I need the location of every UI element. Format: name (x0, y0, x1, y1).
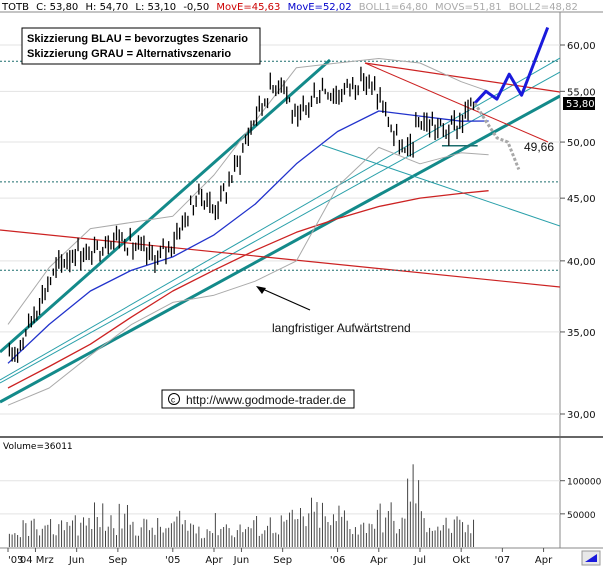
channel-lower-line (0, 94, 560, 404)
ticker-label: TOTB (1, 2, 29, 13)
time-tick-label: Apr (535, 555, 553, 566)
trend-channel-lines (0, 57, 560, 404)
level-label: 49,66 (524, 140, 554, 154)
low-label: L: 53,10 (135, 2, 176, 13)
price-tick-label: 50,00 (567, 138, 596, 149)
time-tick-label: '06 (330, 555, 345, 566)
volume-grid (0, 480, 560, 515)
source-link[interactable]: http://www.godmode-trader.de (186, 393, 346, 407)
long-red-trendline (0, 229, 560, 288)
price-bars (8, 66, 475, 363)
time-tick-label: Sep (108, 555, 127, 566)
steep-red-line (364, 62, 549, 143)
time-axis-ticks: '03'04 Mrz Jun Sep '05 Apr Jun Sep '06 Apr Jul Okt… (7, 548, 553, 566)
last-price-value: 53,80 (566, 99, 595, 110)
indicator-line (7, 190, 489, 389)
time-tick-label: '03 (8, 555, 23, 566)
price-tick-label: 35,00 (567, 328, 596, 339)
copyright-icon (168, 393, 180, 405)
close-label: C: 53,80 (36, 2, 78, 13)
scenario-legend-box: Skizzierung BLAU = bevorzugtes Szenario … (21, 27, 261, 65)
chart-header: TOTB C: 53,80 H: 54,70 L: 53,10 -0,50 Mo… (1, 2, 578, 13)
time-tick-label: '07 (495, 555, 510, 566)
change-label: -0,50 (183, 2, 209, 13)
last-price-tag: 53,80 (563, 97, 595, 110)
time-tick-label: Apr (370, 555, 388, 566)
price-tick-label: 30,00 (567, 410, 596, 421)
scroll-right-button[interactable] (581, 550, 601, 566)
channel-upper-line (0, 58, 331, 354)
time-tick-label: '04 Mrz (17, 555, 54, 566)
price-tick-label: 45,00 (567, 194, 596, 205)
volume-tick-label: 50000 (567, 511, 596, 521)
volume-title: Volume=36011 (3, 442, 73, 452)
trend-arrow-shaft (257, 286, 311, 311)
trend-annotation: langfristiger Aufwärtstrend (272, 321, 411, 335)
time-tick-label: Sep (273, 555, 292, 566)
ma2-label: MovE=52,02 (288, 2, 352, 13)
thin-trendline-upper (0, 57, 560, 381)
indicator-line (7, 110, 489, 364)
high-label: H: 54,70 (86, 2, 129, 13)
upper-red-resistance (364, 62, 560, 93)
time-tick-label: Jul (413, 555, 426, 566)
price-tick-label: 60,00 (567, 41, 596, 52)
price-tick-label: 40,00 (567, 257, 596, 268)
time-tick-label: Jun (233, 555, 250, 566)
indicator-line (7, 146, 489, 406)
time-tick-label: Jun (68, 555, 85, 566)
volume-tick-label: 100000 (567, 478, 602, 488)
indicator-line (7, 58, 489, 325)
volume-bars (8, 464, 475, 547)
descending-cyan-line (321, 144, 560, 227)
legend-line-blue: Skizzierung BLAU = bevorzugtes Szenario (27, 33, 248, 45)
boll1-label: BOLL1=64,80 (359, 2, 428, 13)
thin-trendline-lower (0, 71, 560, 384)
trend-arrow-head (256, 286, 266, 294)
legend-line-grey: Skizzierung GRAU = Alternativszenario (27, 48, 231, 60)
svg-text:c: c (171, 396, 175, 405)
time-tick-label: '05 (165, 555, 180, 566)
time-tick-label: Okt (452, 555, 470, 566)
grey-scenario-path (473, 102, 521, 170)
source-box[interactable]: c http://www.godmode-trader.de (161, 389, 355, 409)
time-tick-label: Apr (205, 555, 223, 566)
bollinger-bands (7, 58, 489, 406)
arrow-corner-icon (585, 554, 597, 562)
scenario-sketches (473, 26, 550, 170)
price-axis-ticks: 60,00 55,00 50,00 45,00 40,00 35,00 30,00 (560, 41, 596, 421)
volume-axis-ticks: 100000 50000 (560, 478, 602, 521)
boll2-label: BOLL2=48,82 (509, 2, 578, 13)
ma1-label: MovE=45,63 (216, 2, 280, 13)
blue-scenario-path (473, 26, 550, 105)
price-tick-label: 55,00 (567, 87, 596, 98)
movs-label: MOVS=51,81 (435, 2, 502, 13)
